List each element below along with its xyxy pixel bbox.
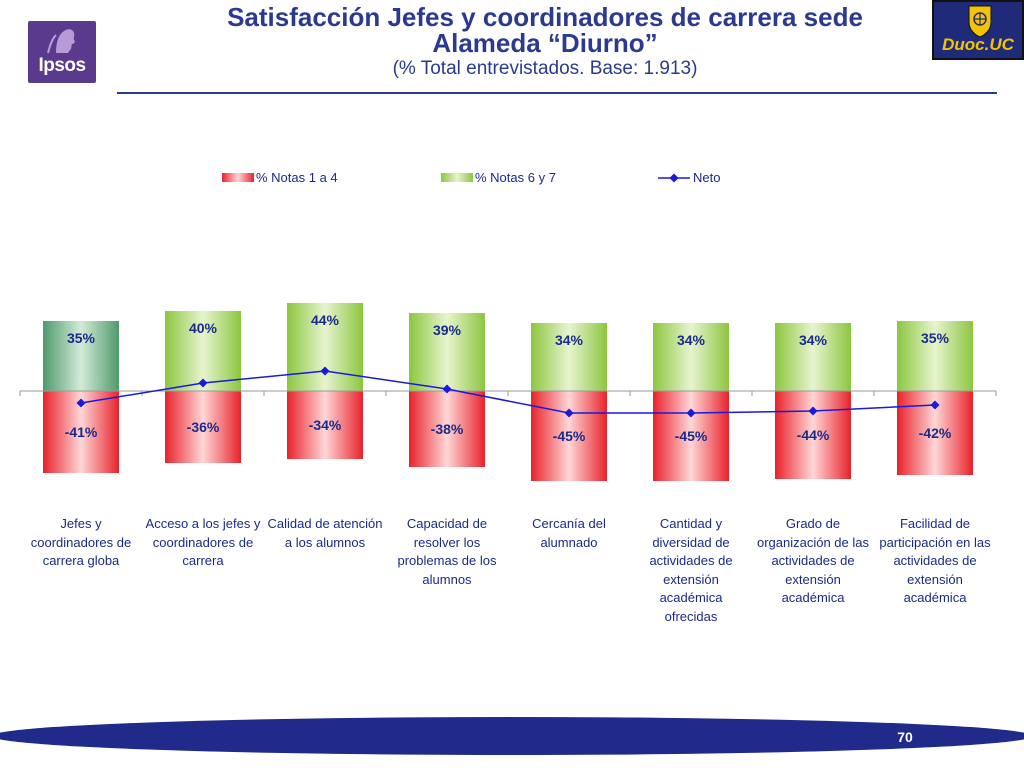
- category-label-1: Jefes y coordinadores de carrera globa: [30, 516, 132, 568]
- ipsos-logo-text: Ipsos: [38, 55, 86, 76]
- label-negative-8: -42%: [919, 425, 952, 441]
- label-negative-1: -41%: [65, 424, 98, 440]
- net-point-5: [564, 408, 574, 418]
- bar-negative-7: [775, 391, 851, 479]
- label-positive-6: 34%: [677, 332, 706, 348]
- crest-icon: [968, 5, 992, 38]
- legend-label-notas-6-7: % Notas 6 y 7: [475, 170, 556, 185]
- legend-label-neto: Neto: [693, 170, 720, 185]
- category-label-7: Grado de organización de las actividades…: [756, 516, 870, 605]
- bar-negative-5: [531, 391, 607, 481]
- category-label-8: Facilidad de participación en las activi…: [879, 516, 991, 605]
- category-label-3: Calidad de atención a los alumnos: [267, 516, 383, 550]
- chart-legend: % Notas 1 a 4 % Notas 6 y 7 Neto: [222, 170, 720, 185]
- label-positive-4: 39%: [433, 322, 462, 338]
- net-line-series: [76, 366, 940, 418]
- legend-swatch-notas-6-7: [441, 173, 473, 182]
- category-label-4: Capacidad de resolver los problemas de l…: [397, 516, 497, 587]
- label-positive-1: 35%: [67, 330, 96, 346]
- label-negative-4: -38%: [431, 421, 464, 437]
- bar-positive-2: [165, 311, 241, 391]
- page-number: 70: [897, 729, 913, 745]
- category-label-6: Cantidad y diversidad de actividades de …: [649, 516, 733, 624]
- bar-positive-1: [43, 321, 119, 391]
- category-label-2: Acceso a los jefes y coordinadores de ca…: [145, 516, 261, 568]
- label-positive-3: 44%: [311, 312, 340, 328]
- bar-positive-5: [531, 323, 607, 391]
- bar-positive-8: [897, 321, 973, 391]
- bar-positive-3: [287, 303, 363, 391]
- net-point-7: [808, 406, 818, 416]
- legend-swatch-notas-1-4: [222, 173, 254, 182]
- net-point-8: [930, 400, 940, 410]
- page-title: Satisfacción Jefes y coordinadores de ca…: [150, 4, 940, 56]
- label-negative-6: -45%: [675, 428, 708, 444]
- bar-negative-3: [287, 391, 363, 459]
- label-negative-2: -36%: [187, 419, 220, 435]
- duoc-logo: Duoc.UC: [932, 0, 1024, 60]
- legend-marker-neto: [669, 173, 679, 183]
- bar-negative-2: [165, 391, 241, 463]
- net-line: [80, 370, 936, 414]
- label-negative-3: -34%: [309, 417, 342, 433]
- bar-positive-7: [775, 323, 851, 391]
- label-positive-2: 40%: [189, 320, 218, 336]
- net-point-1: [76, 398, 86, 408]
- label-negative-5: -45%: [553, 428, 586, 444]
- net-point-6: [686, 408, 696, 418]
- page-subtitle: (% Total entrevistados. Base: 1.913): [392, 58, 698, 79]
- bar-negative-6: [653, 391, 729, 481]
- category-label-5: Cercanía del alumnado: [532, 516, 606, 550]
- label-negative-7: -44%: [797, 427, 830, 443]
- net-point-3: [320, 366, 330, 376]
- chart-axis: [19, 390, 997, 396]
- title-line-2: Alameda “Diurno”: [432, 28, 658, 58]
- footer-bar: [0, 717, 1024, 755]
- duoc-logo-text: Duoc.UC: [942, 35, 1014, 54]
- legend-label-notas-1-4: % Notas 1 a 4: [256, 170, 338, 185]
- label-positive-8: 35%: [921, 330, 950, 346]
- net-point-4: [442, 384, 452, 394]
- title-divider: [117, 92, 997, 94]
- ipsos-logo: Ipsos: [28, 21, 96, 83]
- bar-positive-6: [653, 323, 729, 391]
- label-positive-5: 34%: [555, 332, 584, 348]
- chart-data-labels: 35% -41% 40% -36% 44% -34% 39% -38% 34% -45% 34% -4…: [65, 312, 952, 444]
- net-point-2: [198, 378, 208, 388]
- bar-positive-4: [409, 313, 485, 391]
- title-line-1: Satisfacción Jefes y coordinadores de ca…: [227, 2, 863, 32]
- bar-negative-4: [409, 391, 485, 467]
- label-positive-7: 34%: [799, 332, 828, 348]
- face-profile-icon: [47, 29, 75, 54]
